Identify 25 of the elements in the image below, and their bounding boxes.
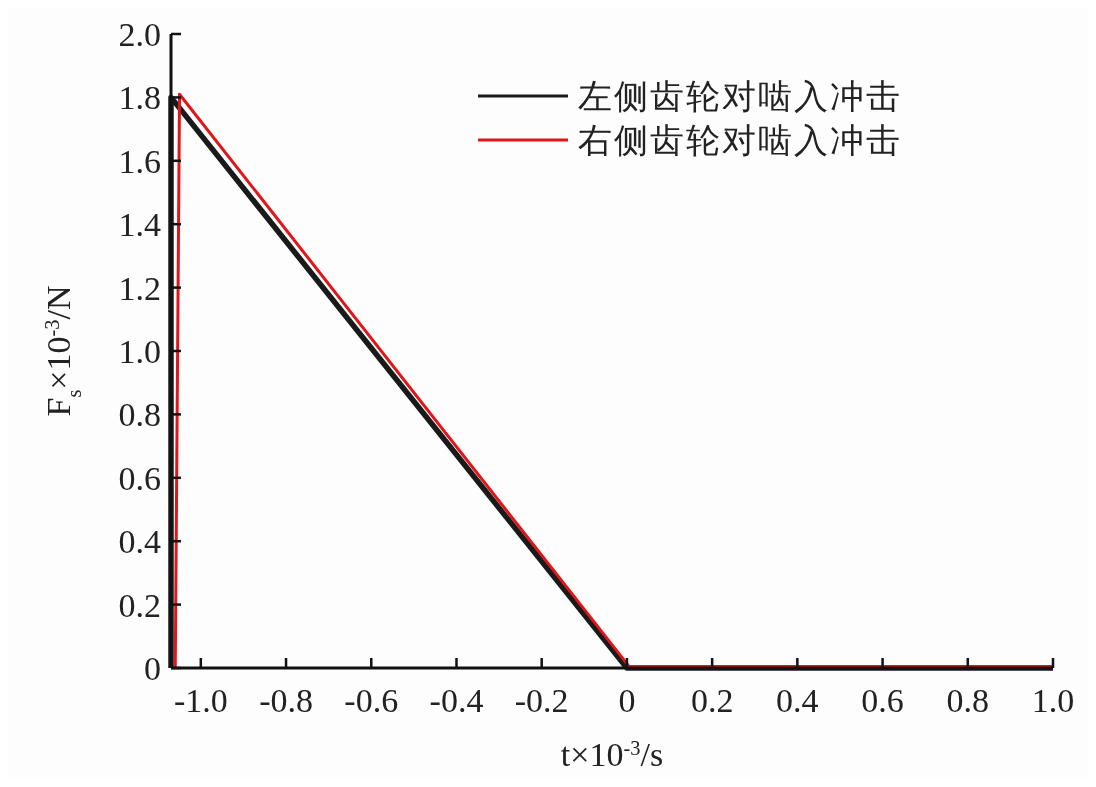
x-tick-label: 0.4 (776, 682, 819, 719)
x-tick-label: -0.4 (429, 682, 484, 719)
y-tick-label: 1.4 (118, 206, 161, 244)
x-tick-label: -0.8 (259, 682, 313, 719)
y-tick-label: 1.0 (118, 333, 161, 370)
y-tick-label: 1.8 (118, 79, 161, 117)
legend-label: 右侧齿轮对啮入冲击 (578, 120, 902, 160)
x-tick-label: 0.6 (861, 682, 904, 719)
y-tick-label: 1.2 (118, 269, 161, 307)
x-tick-label: 0 (618, 682, 636, 719)
x-tick-label: 0.2 (690, 682, 734, 719)
x-tick-label: 1.0 (1031, 682, 1075, 719)
x-tick-label: -0.6 (344, 682, 399, 719)
x-axis-title: t×10$^{-3}$/s (560, 736, 664, 773)
x-tick-label: -0.2 (514, 682, 569, 719)
y-tick-label: 0.2 (118, 586, 161, 624)
x-tick-label: 0.8 (946, 682, 990, 719)
y-tick-label: 0.4 (118, 523, 161, 561)
legend-label: 左侧齿轮对啮入冲击 (578, 76, 902, 116)
y-tick-label: 2.0 (118, 16, 161, 53)
y-tick-label: 0.6 (118, 459, 161, 497)
y-tick-label: 1.6 (118, 142, 161, 180)
x-tick-label: -1.0 (173, 682, 228, 719)
y-tick-label: 0 (144, 650, 161, 687)
y-tick-label: 0.8 (118, 396, 161, 434)
